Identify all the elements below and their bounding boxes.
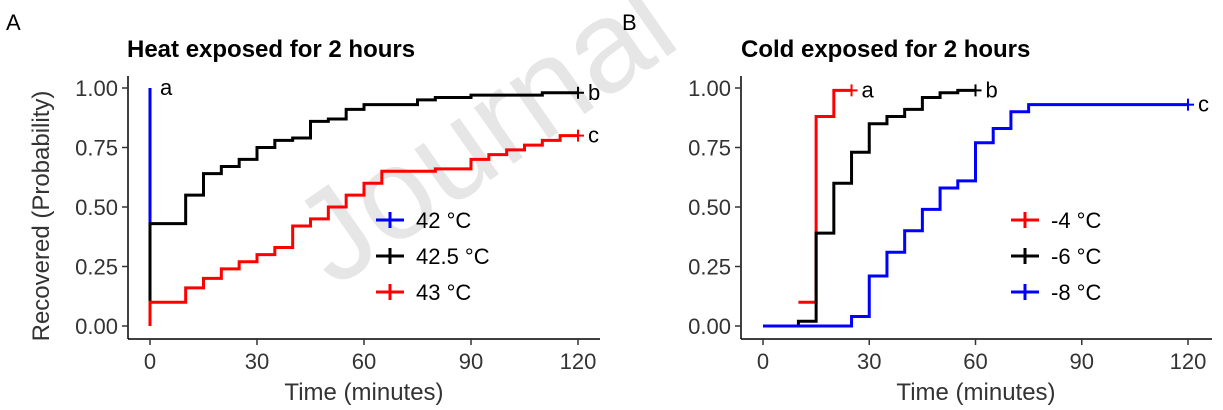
legend-label: 42.5 °C xyxy=(416,244,490,269)
series-line xyxy=(798,88,852,304)
legend-label: 42 °C xyxy=(416,208,471,233)
significance-label: b xyxy=(588,80,600,105)
series-line xyxy=(763,103,1188,328)
x-axis-title: Time (minutes) xyxy=(284,379,443,406)
y-tick-label: 0.50 xyxy=(688,195,731,220)
y-tick-label: 0.75 xyxy=(688,136,731,161)
y-tick-label: 1.00 xyxy=(75,76,118,101)
x-tick-label: 30 xyxy=(857,349,881,374)
legend: 42 °C 42.5 °C 43 °C xyxy=(376,208,490,305)
y-tick-label: 0.00 xyxy=(688,314,731,339)
series-group: a bc xyxy=(148,75,600,326)
legend: -4 °C -6 °C -8 °C xyxy=(1011,208,1101,305)
x-tick-label: 0 xyxy=(757,349,769,374)
x-tick-label: 60 xyxy=(352,349,376,374)
series-group: a b c xyxy=(763,77,1209,328)
series-line xyxy=(148,91,578,303)
panel-letter: B xyxy=(622,10,637,35)
legend-label: 43 °C xyxy=(416,280,471,305)
y-tick-label: 0.00 xyxy=(75,314,118,339)
panel-letter: A xyxy=(6,10,21,35)
significance-label: c xyxy=(1198,92,1209,117)
y-axis-title: Recovered (Probability) xyxy=(28,91,55,342)
significance-label: b xyxy=(986,77,998,102)
y-tick-label: 0.25 xyxy=(75,255,118,280)
series-line xyxy=(148,134,578,326)
y-tick-label: 0.25 xyxy=(688,255,731,280)
significance-label: a xyxy=(862,77,875,102)
significance-label: a xyxy=(160,75,173,100)
x-tick-label: 90 xyxy=(1070,349,1094,374)
y-tick-label: 1.00 xyxy=(688,76,731,101)
x-tick-label: 0 xyxy=(144,349,156,374)
x-tick-label: 30 xyxy=(245,349,269,374)
x-tick-label: 120 xyxy=(560,349,597,374)
y-tick-label: 0.75 xyxy=(75,136,118,161)
x-tick-label: 120 xyxy=(1170,349,1207,374)
axis-ticks: 0.00 0.25 0.50 0.75 1.00 0 30 60 90 120 xyxy=(688,76,1206,374)
legend-label: -6 °C xyxy=(1051,244,1101,269)
significance-label: c xyxy=(588,123,599,148)
legend-label: -8 °C xyxy=(1051,280,1101,305)
axis-ticks: 0.00 0.25 0.50 0.75 1.00 0 30 60 90 120 xyxy=(75,76,596,374)
x-tick-label: 60 xyxy=(963,349,987,374)
series-line xyxy=(763,88,976,328)
x-axis-title: Time (minutes) xyxy=(896,379,1055,406)
chart-title: Cold exposed for 2 hours xyxy=(741,36,1030,63)
x-tick-label: 90 xyxy=(459,349,483,374)
panel-a: A Heat exposed for 2 hours Recovered (Pr… xyxy=(6,10,600,406)
y-tick-label: 0.50 xyxy=(75,195,118,220)
legend-label: -4 °C xyxy=(1051,208,1101,233)
chart-title: Heat exposed for 2 hours xyxy=(127,36,415,63)
panel-b: B Cold exposed for 2 hours Time (minutes… xyxy=(622,10,1212,406)
